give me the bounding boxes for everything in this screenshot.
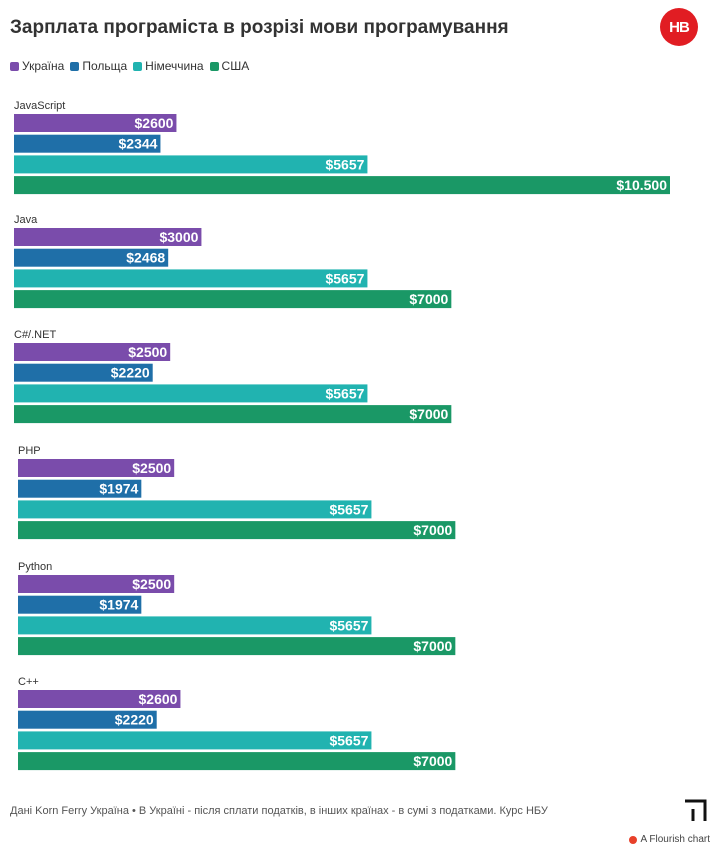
data-label: $2220 [111, 365, 150, 381]
data-label: $7000 [409, 291, 448, 307]
category-label: Java [14, 214, 38, 226]
bar[interactable] [14, 343, 171, 361]
bar[interactable] [18, 479, 142, 498]
bar[interactable] [18, 690, 181, 708]
bar[interactable] [14, 228, 202, 246]
bar[interactable] [14, 134, 161, 153]
category-label: C#/.NET [14, 329, 56, 341]
category-label: PHP [18, 445, 41, 457]
data-label: $7000 [413, 638, 452, 654]
data-label: $1974 [99, 597, 138, 613]
source-note: Дані Korn Ferry Україна • В Україні - пі… [10, 805, 548, 817]
data-label: $2344 [119, 136, 158, 152]
flourish-dot-icon [628, 835, 637, 844]
data-label: $2500 [128, 344, 167, 360]
flourish-credit-label: A Flourish chart [640, 834, 710, 845]
legend-label: Польща [82, 59, 128, 73]
bar[interactable] [18, 710, 157, 729]
bar[interactable] [18, 616, 372, 635]
bar[interactable] [18, 637, 456, 656]
data-label: $7000 [413, 753, 452, 769]
data-label: $5657 [325, 385, 364, 401]
bar[interactable] [14, 176, 670, 195]
bar[interactable] [14, 405, 452, 424]
flourish-credit[interactable]: A Flourish chart [628, 834, 710, 845]
data-label: $7000 [409, 406, 448, 422]
nv-logo[interactable]: НВ [660, 8, 698, 46]
bar[interactable] [18, 752, 456, 771]
legend-swatch [133, 61, 143, 71]
legend-item-ukraine[interactable]: Україна [10, 59, 64, 73]
flourish-logo-icon[interactable] [682, 797, 708, 823]
bar[interactable] [14, 114, 177, 132]
bar[interactable] [14, 384, 368, 403]
data-label: $2500 [132, 460, 171, 476]
data-label: $7000 [413, 522, 452, 538]
data-label: $5657 [329, 732, 368, 748]
data-label: $2600 [139, 691, 178, 707]
data-label: $5657 [329, 617, 368, 633]
data-label: $3000 [159, 229, 198, 245]
bar[interactable] [18, 595, 142, 614]
bar[interactable] [14, 269, 368, 288]
legend-label: Німеччина [145, 59, 204, 73]
legend-label: США [221, 59, 250, 73]
bar[interactable] [14, 363, 153, 382]
category-group-c-net: C#/.NET $2500 $2220 $5657 $7000 [14, 329, 452, 424]
legend-item-poland[interactable]: Польща [70, 59, 127, 73]
data-label: $1974 [99, 481, 138, 497]
chart-title: Зарплата програміста в розрізі мови прог… [10, 17, 509, 38]
legend-item-germany[interactable]: Німеччина [133, 59, 204, 73]
legend-swatch [209, 61, 219, 71]
bar[interactable] [18, 459, 175, 477]
data-label: $5657 [325, 156, 364, 172]
data-label: $10.500 [616, 177, 667, 193]
category-group-javascript: JavaScript $2600 $2344 $5657 $10.500 [14, 100, 670, 195]
category-group-python: Python $2500 $1974 $5657 $7000 [18, 561, 456, 656]
legend: Україна Польща Німеччина США [10, 59, 249, 73]
data-label: $2600 [135, 115, 174, 131]
bar[interactable] [18, 575, 175, 593]
legend-label: Україна [22, 59, 65, 73]
data-label: $2220 [115, 712, 154, 728]
category-group-java: Java $3000 $2468 $5657 $7000 [14, 214, 452, 309]
category-group-php: PHP $2500 $1974 $5657 $7000 [18, 445, 456, 540]
category-label: Python [18, 561, 52, 573]
category-label: JavaScript [14, 100, 65, 112]
bar[interactable] [14, 248, 169, 267]
category-group-c: C++ $2600 $2220 $5657 $7000 [18, 676, 456, 771]
bar-chart: JavaScript $2600 $2344 $5657 $10.500 Java $300… [14, 100, 670, 771]
legend-swatch [10, 61, 19, 71]
bar[interactable] [18, 731, 372, 750]
data-label: $5657 [329, 501, 368, 517]
bar[interactable] [14, 290, 452, 309]
bar[interactable] [14, 155, 368, 174]
bar[interactable] [18, 521, 456, 540]
category-label: C++ [18, 676, 39, 688]
bar[interactable] [18, 500, 372, 519]
legend-swatch [70, 61, 80, 71]
data-label: $5657 [325, 270, 364, 286]
data-label: $2468 [126, 250, 165, 266]
data-label: $2500 [132, 576, 171, 592]
legend-item-usa[interactable]: США [209, 59, 250, 73]
